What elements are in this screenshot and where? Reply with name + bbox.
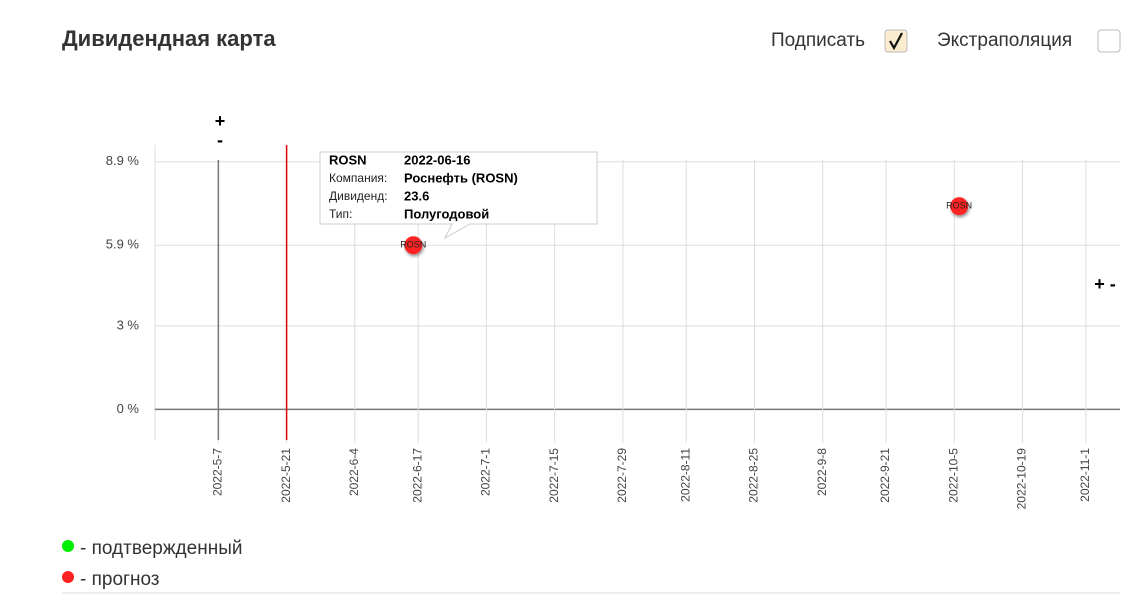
checkbox[interactable] xyxy=(1097,29,1121,53)
point[interactable] xyxy=(404,236,423,255)
option-label[interactable]: Подписать xyxy=(771,30,865,51)
x-tick-label: 2022-8-25 xyxy=(747,448,761,503)
option-label[interactable]: Экстраполяция xyxy=(937,30,1072,51)
x-tick-label: 2022-9-8 xyxy=(815,448,829,496)
point-label: ROSN xyxy=(400,240,426,250)
x-tick-label: 2022-6-17 xyxy=(410,448,424,503)
y-tick-label: 0 % xyxy=(117,401,140,416)
point-label: ROSN xyxy=(946,201,972,211)
x-tick-label: 2022-5-7 xyxy=(211,448,225,496)
x-tick-label: 2022-11-1 xyxy=(1078,448,1092,502)
x-tick-label: 2022-10-5 xyxy=(946,448,960,503)
x-tick-label: 2022-7-15 xyxy=(547,448,561,503)
legend-label: - прогноз xyxy=(80,569,160,590)
x-tick-label: 2022-10-19 xyxy=(1015,448,1029,510)
tooltip-text: Дивиденд: xyxy=(329,189,388,203)
tooltip-text: Тип: xyxy=(329,207,352,221)
x-tick-label: 2022-5-21 xyxy=(279,448,293,503)
zoom-control[interactable]: + - xyxy=(1094,274,1116,294)
legend-label: - подтвержденный xyxy=(80,538,242,559)
y-tick-label: 5.9 % xyxy=(106,237,140,252)
tooltip xyxy=(319,151,598,240)
legend-swatch xyxy=(62,540,74,552)
tooltip-text: Компания: xyxy=(329,171,387,185)
title: Дивидендная карта xyxy=(62,26,276,51)
x-tick-label: 2022-6-4 xyxy=(347,448,361,496)
y-tick-label: 3 % xyxy=(117,317,140,332)
tooltip-text: Роснефть (ROSN) xyxy=(404,170,518,185)
x-tick-label: 2022-7-29 xyxy=(615,448,629,503)
tooltip-text: Полугодовой xyxy=(404,206,489,221)
x-tick-label: 2022-8-11 xyxy=(678,448,692,502)
y-tick-label: 8.9 % xyxy=(106,153,140,168)
tooltip-text: 23.6 xyxy=(404,188,429,203)
zoom-control[interactable]: - xyxy=(217,130,223,150)
tooltip-text: 2022-06-16 xyxy=(404,152,471,167)
x-tick-label: 2022-9-21 xyxy=(878,448,892,503)
tooltip-text: ROSN xyxy=(329,152,367,167)
checkbox[interactable] xyxy=(884,29,908,53)
point[interactable] xyxy=(950,197,969,216)
legend-swatch xyxy=(62,571,74,583)
x-tick-label: 2022-7-1 xyxy=(479,448,493,496)
checkmark xyxy=(889,32,903,51)
zoom-control[interactable]: + xyxy=(215,111,226,131)
